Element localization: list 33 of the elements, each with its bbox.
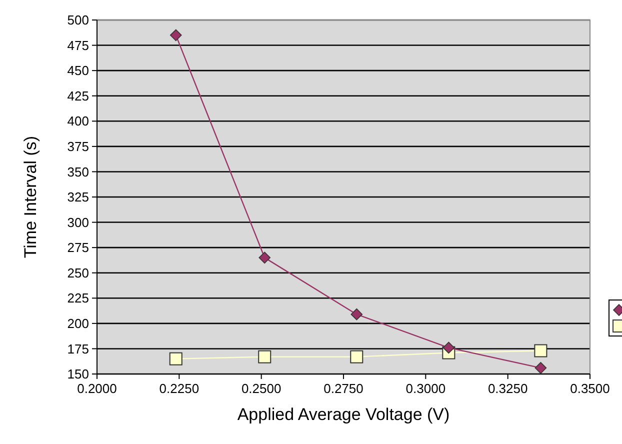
y-tick-label: 475 bbox=[67, 38, 89, 53]
y-tick-label: 150 bbox=[67, 366, 89, 382]
y-tick-label: 200 bbox=[67, 316, 89, 331]
y-tick-label: 300 bbox=[67, 214, 89, 230]
point bbox=[170, 29, 182, 42]
y-tick-label: 450 bbox=[67, 63, 89, 78]
x-axis-title: Applied Average Voltage (V) bbox=[237, 405, 450, 424]
x-tick-label: 0.3000 bbox=[406, 381, 446, 396]
x-tick-label: 0.2250 bbox=[159, 381, 200, 396]
y-tick-label: 500 bbox=[67, 12, 89, 28]
y-axis-title: Time Interval (s) bbox=[21, 136, 40, 258]
point bbox=[258, 350, 272, 364]
y-tick-label: 275 bbox=[67, 240, 89, 256]
point bbox=[442, 342, 455, 354]
point bbox=[258, 252, 271, 264]
point bbox=[169, 352, 182, 366]
y-tick-label: 400 bbox=[67, 114, 89, 129]
x-tick-label: 0.2500 bbox=[241, 381, 282, 396]
x-tick-label: 0.2750 bbox=[324, 381, 364, 396]
y-tick-label: 225 bbox=[67, 290, 89, 306]
y-tick-label: 375 bbox=[67, 138, 89, 154]
point bbox=[534, 344, 548, 358]
y-tick-label: 325 bbox=[67, 190, 89, 205]
x-tick-label: 0.3500 bbox=[570, 381, 610, 396]
y-tick-label: 250 bbox=[67, 265, 89, 280]
y-tick-label: 175 bbox=[67, 341, 89, 356]
x-tick-label: 0.3250 bbox=[488, 381, 528, 396]
x-tick-label: 0.2000 bbox=[77, 381, 117, 396]
point bbox=[350, 308, 363, 320]
point bbox=[534, 362, 547, 374]
point bbox=[350, 350, 364, 364]
y-tick-label: 425 bbox=[67, 88, 89, 104]
y-tick-label: 350 bbox=[67, 164, 89, 180]
